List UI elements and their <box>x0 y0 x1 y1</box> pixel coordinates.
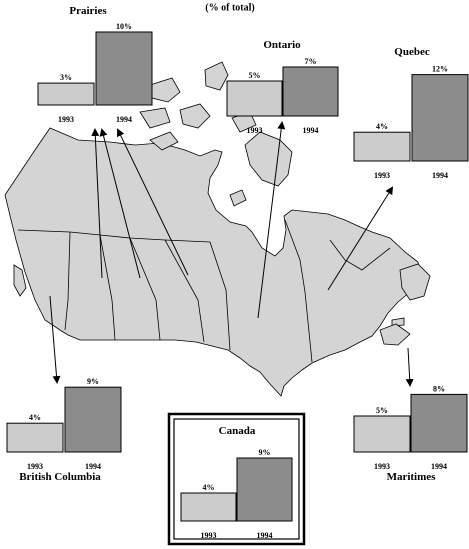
prairies-bar-1994 <box>95 31 153 106</box>
ontario-panel: Ontario 5% 1993 7% 1994 <box>226 39 339 135</box>
maritimes-value-label-1993: 5% <box>376 406 388 415</box>
arctic-island-5 <box>149 131 179 151</box>
ontario-title: Ontario <box>263 39 301 51</box>
canada-panel: Canada 4% 1993 9% 1994 <box>180 425 293 540</box>
ontario-value-label-1993: 5% <box>249 71 261 80</box>
mainland-shape <box>4 127 422 397</box>
province-borders <box>17 219 391 363</box>
prairies-year-label-1994: 1994 <box>116 115 132 124</box>
maritimes-bar-1993 <box>353 415 411 453</box>
chart-subtitle: (% of total) <box>205 2 254 13</box>
quebec-year-label-1993: 1993 <box>374 171 390 180</box>
quebec-value-label-1993: 4% <box>376 122 388 131</box>
arrow-prairies-1 <box>91 128 103 279</box>
prairies-panel: Prairies 3% 1993 10% 1994 <box>37 5 153 124</box>
arctic-island-4 <box>179 103 211 129</box>
ontario-year-label-1993: 1993 <box>247 126 263 135</box>
maritimes-value-label-1994: 8% <box>433 384 445 393</box>
british-columbia-panel: British Columbia 4% 1993 9% 1994 <box>6 377 122 483</box>
arctic-island-2 <box>204 61 229 91</box>
quebec-panel: Quebec 4% 1993 12% 1994 <box>353 46 469 180</box>
arrow-ontario <box>257 121 286 319</box>
arrow-bc <box>49 295 61 384</box>
british-columbia-value-label-1994: 9% <box>87 377 99 386</box>
british-columbia-bar-1994 <box>64 386 122 453</box>
ontario-value-label-1994: 7% <box>305 57 317 66</box>
prairies-value-label-1993: 3% <box>60 73 72 82</box>
arrow-maritimes <box>405 347 414 387</box>
canada-map <box>4 61 431 397</box>
ontario-bar-1993 <box>226 80 283 117</box>
arrow-prairies-2 <box>99 128 141 279</box>
prairies-year-label-1993: 1993 <box>58 115 74 124</box>
quebec-bar-1993 <box>353 131 411 162</box>
quebec-title: Quebec <box>394 46 430 58</box>
canada-value-label-1994: 9% <box>259 448 271 457</box>
ontario-year-label-1994: 1994 <box>303 126 319 135</box>
british-columbia-title: British Columbia <box>19 471 101 483</box>
british-columbia-year-label-1994: 1994 <box>85 462 101 471</box>
prairies-title: Prairies <box>69 5 107 17</box>
ontario-bar-1994 <box>282 66 339 117</box>
canada-frame-outer <box>167 412 306 546</box>
arrow-prairies-3 <box>117 128 189 276</box>
arrow-quebec <box>327 186 394 291</box>
prairies-value-label-1994: 10% <box>116 22 132 31</box>
arctic-island-3 <box>139 107 171 129</box>
quebec-year-label-1994: 1994 <box>432 171 448 180</box>
quebec-value-label-1994: 12% <box>432 65 448 74</box>
british-columbia-value-label-1993: 4% <box>29 413 41 422</box>
arctic-island-7 <box>229 189 247 207</box>
british-columbia-bar-1993 <box>6 422 64 453</box>
canada-year-label-1994: 1994 <box>257 531 273 540</box>
maritimes-year-label-1993: 1993 <box>374 462 390 471</box>
arctic-island-1 <box>149 77 181 103</box>
canada-bar-1993 <box>180 492 237 522</box>
pointer-arrows <box>49 121 414 387</box>
vancouver-island <box>13 264 27 297</box>
maritimes-title: Maritimes <box>387 471 437 483</box>
quebec-bar-1994 <box>411 74 469 162</box>
newfoundland <box>399 263 431 301</box>
maritimes-panel: Maritimes 5% 1993 8% 1994 <box>353 384 468 483</box>
maritimes-year-label-1994: 1994 <box>431 462 447 471</box>
canada-value-label-1993: 4% <box>203 483 215 492</box>
canada-bar-1994 <box>236 457 293 522</box>
canada-frame-inner <box>173 418 300 540</box>
nova-scotia <box>379 323 411 346</box>
prairies-bar-1993 <box>37 82 95 106</box>
baffin-island <box>244 131 293 187</box>
british-columbia-year-label-1993: 1993 <box>27 462 43 471</box>
maritimes-bar-1994 <box>410 393 468 453</box>
canada-title: Canada <box>219 425 256 437</box>
canada-year-label-1993: 1993 <box>201 531 217 540</box>
